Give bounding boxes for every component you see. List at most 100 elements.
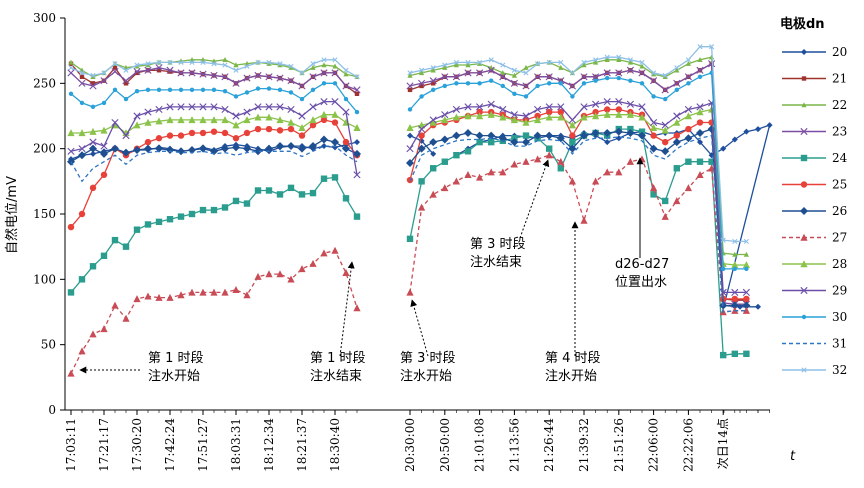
data-point — [685, 158, 692, 165]
data-point — [685, 125, 692, 133]
data-point — [90, 104, 96, 110]
data-point — [570, 94, 575, 99]
data-point — [90, 72, 96, 79]
y-tick-label: 0 — [48, 403, 56, 417]
data-point — [453, 152, 460, 159]
data-point — [418, 203, 426, 211]
data-point — [661, 86, 669, 94]
data-point — [232, 79, 240, 87]
legend-label: 20 — [832, 45, 847, 59]
data-point — [603, 110, 611, 118]
data-point — [452, 73, 460, 81]
data-point — [310, 87, 316, 93]
x-tick-label: 18:30:40 — [328, 418, 342, 472]
data-point — [674, 65, 680, 71]
data-point — [557, 165, 564, 172]
data-point — [755, 303, 761, 310]
data-point — [604, 57, 610, 63]
data-point — [265, 113, 273, 121]
data-point — [429, 190, 437, 198]
data-point — [298, 132, 306, 139]
series-line-31 — [70, 134, 747, 313]
data-point — [188, 103, 196, 111]
data-point — [721, 266, 726, 272]
x-tick-label: 18:03:31 — [229, 418, 243, 472]
data-point — [476, 173, 484, 181]
annotation-text: 注水开始 — [148, 369, 200, 384]
data-point — [442, 83, 447, 89]
data-point — [122, 132, 130, 140]
data-point — [298, 112, 306, 120]
data-point — [111, 118, 119, 127]
data-point — [244, 63, 250, 69]
x-tick-label: 17:21:17 — [97, 418, 111, 472]
data-point — [266, 59, 272, 66]
data-point — [101, 70, 107, 76]
data-point — [511, 72, 517, 78]
data-point — [523, 94, 529, 99]
y-tick-label: 100 — [33, 272, 56, 286]
data-point — [615, 106, 622, 113]
data-point — [233, 67, 239, 73]
data-point — [211, 87, 217, 93]
data-point — [210, 103, 218, 111]
data-point — [100, 77, 108, 85]
x-tick-label: 17:30:20 — [130, 418, 144, 472]
data-point — [523, 70, 529, 76]
data-point — [299, 96, 305, 102]
annotation-text: 第 1 时段 — [310, 351, 366, 366]
data-point — [244, 90, 250, 95]
data-point — [177, 213, 185, 220]
data-point — [407, 72, 413, 78]
data-point — [580, 73, 588, 81]
data-point — [452, 177, 460, 185]
data-point — [720, 351, 727, 359]
data-point — [221, 73, 229, 81]
y-axis-label: 自然电位/mV — [4, 176, 20, 254]
data-point — [441, 116, 449, 124]
data-point — [310, 64, 316, 70]
data-point — [522, 112, 530, 120]
data-point — [429, 118, 437, 126]
data-point — [406, 82, 414, 90]
data-point — [78, 151, 86, 160]
data-point — [134, 62, 140, 68]
x-tick-label: 17:51:27 — [196, 418, 210, 472]
data-point — [419, 94, 424, 99]
data-point — [534, 112, 541, 120]
data-point — [343, 96, 349, 102]
data-point — [406, 123, 414, 131]
data-point — [353, 304, 361, 312]
data-point — [545, 73, 553, 81]
data-point — [145, 87, 151, 93]
data-point — [732, 251, 738, 257]
x-tick-label: 21:26:44 — [542, 418, 556, 472]
data-point — [299, 70, 305, 76]
data-point — [487, 66, 495, 74]
data-point — [155, 105, 163, 114]
data-point — [199, 116, 207, 124]
data-point — [188, 69, 196, 77]
legend-label: 25 — [832, 178, 847, 192]
annotation-text: 第 3 时段 — [470, 237, 526, 252]
data-point — [254, 125, 262, 133]
x-tick-label: 次日14点 — [716, 418, 730, 469]
data-point — [580, 103, 588, 111]
data-point — [233, 94, 239, 99]
data-point — [167, 69, 173, 74]
data-point — [429, 77, 437, 85]
data-point — [639, 59, 645, 66]
data-point — [535, 83, 540, 89]
data-point — [199, 103, 207, 111]
data-point — [452, 105, 460, 114]
data-point — [452, 113, 460, 121]
data-point — [177, 291, 185, 299]
data-point — [309, 189, 317, 197]
data-point — [321, 81, 327, 86]
data-point — [510, 79, 518, 87]
legend-item-32: 32 — [782, 363, 847, 377]
data-point — [581, 62, 587, 68]
data-point — [287, 142, 295, 151]
data-point — [476, 103, 484, 111]
data-point — [534, 155, 542, 163]
